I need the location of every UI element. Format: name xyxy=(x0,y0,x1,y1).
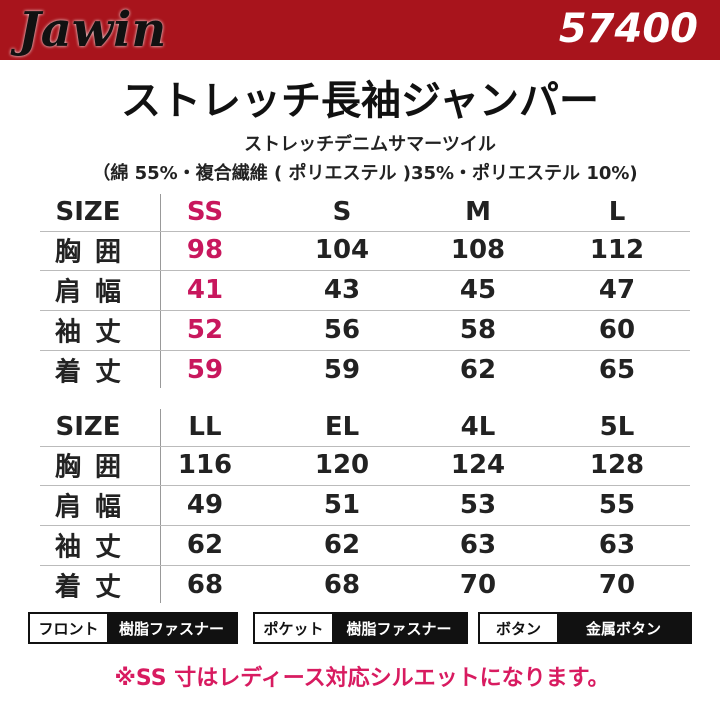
header-cell: SS xyxy=(186,197,224,227)
table-cell: 59 xyxy=(323,355,361,385)
table-cell: 53 xyxy=(459,490,497,520)
row-label: 着丈 xyxy=(54,572,136,603)
row-divider xyxy=(40,310,690,311)
table-cell: 51 xyxy=(323,490,361,520)
header-cell: S xyxy=(332,197,352,227)
table-cell: 45 xyxy=(459,275,497,305)
table-cell: 98 xyxy=(186,235,224,265)
header-cell: SIZE xyxy=(55,197,121,227)
table-cell: 104 xyxy=(314,235,370,265)
table-cell: 52 xyxy=(186,315,224,345)
spec-label: ポケット xyxy=(255,614,332,642)
table-cell: 41 xyxy=(186,275,224,305)
row-label: 胸囲 xyxy=(54,237,136,268)
model-number: 57400 xyxy=(558,6,698,52)
table-cell: 56 xyxy=(323,315,361,345)
table-cell: 124 xyxy=(450,450,506,480)
table-cell: 62 xyxy=(459,355,497,385)
table-cell: 68 xyxy=(186,570,224,600)
spec-label: フロント xyxy=(30,614,107,642)
table-cell: 70 xyxy=(598,570,636,600)
table-cell: 58 xyxy=(459,315,497,345)
table-cell: 108 xyxy=(450,235,506,265)
table-cell: 120 xyxy=(314,450,370,480)
header-cell: 5L xyxy=(599,412,635,442)
row-divider xyxy=(40,231,690,232)
table-cell: 43 xyxy=(323,275,361,305)
row-divider xyxy=(40,446,690,447)
table-cell: 112 xyxy=(589,235,645,265)
title: ストレッチ長袖ジャンパー xyxy=(121,78,599,124)
table-cell: 70 xyxy=(459,570,497,600)
subtitle: （綿 55%・複合繊維 ( ポリエステル )35%・ポリエステル 10%) xyxy=(92,163,638,184)
row-label: 胸囲 xyxy=(54,452,136,483)
table-cell: 59 xyxy=(186,355,224,385)
table-cell: 63 xyxy=(459,530,497,560)
subtitle: ストレッチデニムサマーツイル xyxy=(244,134,496,155)
header-cell: M xyxy=(465,197,491,227)
header-cell: SIZE xyxy=(55,412,121,442)
column-divider xyxy=(160,409,161,603)
spec-box: ポケット 樹脂ファスナー xyxy=(253,612,468,644)
row-label: 袖丈 xyxy=(54,317,136,348)
spec-label: ボタン xyxy=(480,614,557,642)
table-cell: 116 xyxy=(177,450,233,480)
table-cell: 62 xyxy=(186,530,224,560)
table-cell: 47 xyxy=(598,275,636,305)
spec-value: 金属ボタン xyxy=(557,614,690,642)
table-cell: 63 xyxy=(598,530,636,560)
row-label: 袖丈 xyxy=(54,532,136,563)
table-cell: 62 xyxy=(323,530,361,560)
row-divider xyxy=(40,525,690,526)
banner xyxy=(0,0,720,60)
row-divider xyxy=(40,485,690,486)
row-divider xyxy=(40,565,690,566)
table-cell: 68 xyxy=(323,570,361,600)
row-label: 肩幅 xyxy=(54,492,136,523)
spec-value: 樹脂ファスナー xyxy=(107,614,236,642)
row-label: 着丈 xyxy=(54,357,136,388)
table-cell: 60 xyxy=(598,315,636,345)
header-cell: L xyxy=(608,197,626,227)
header-cell: EL xyxy=(324,412,360,442)
row-divider xyxy=(40,270,690,271)
table-cell: 55 xyxy=(598,490,636,520)
column-divider xyxy=(160,194,161,388)
spec-value: 樹脂ファスナー xyxy=(332,614,466,642)
header-cell: LL xyxy=(188,412,222,442)
row-label: 肩幅 xyxy=(54,277,136,308)
brand-logo: Jawin xyxy=(18,2,167,58)
table-cell: 49 xyxy=(186,490,224,520)
spec-box: ボタン 金属ボタン xyxy=(478,612,692,644)
spec-box: フロント 樹脂ファスナー xyxy=(28,612,238,644)
row-divider xyxy=(40,350,690,351)
header-cell: 4L xyxy=(460,412,496,442)
table-cell: 128 xyxy=(589,450,645,480)
note: ※SS 寸はレディース対応シルエットになります。 xyxy=(114,666,610,691)
table-cell: 65 xyxy=(598,355,636,385)
